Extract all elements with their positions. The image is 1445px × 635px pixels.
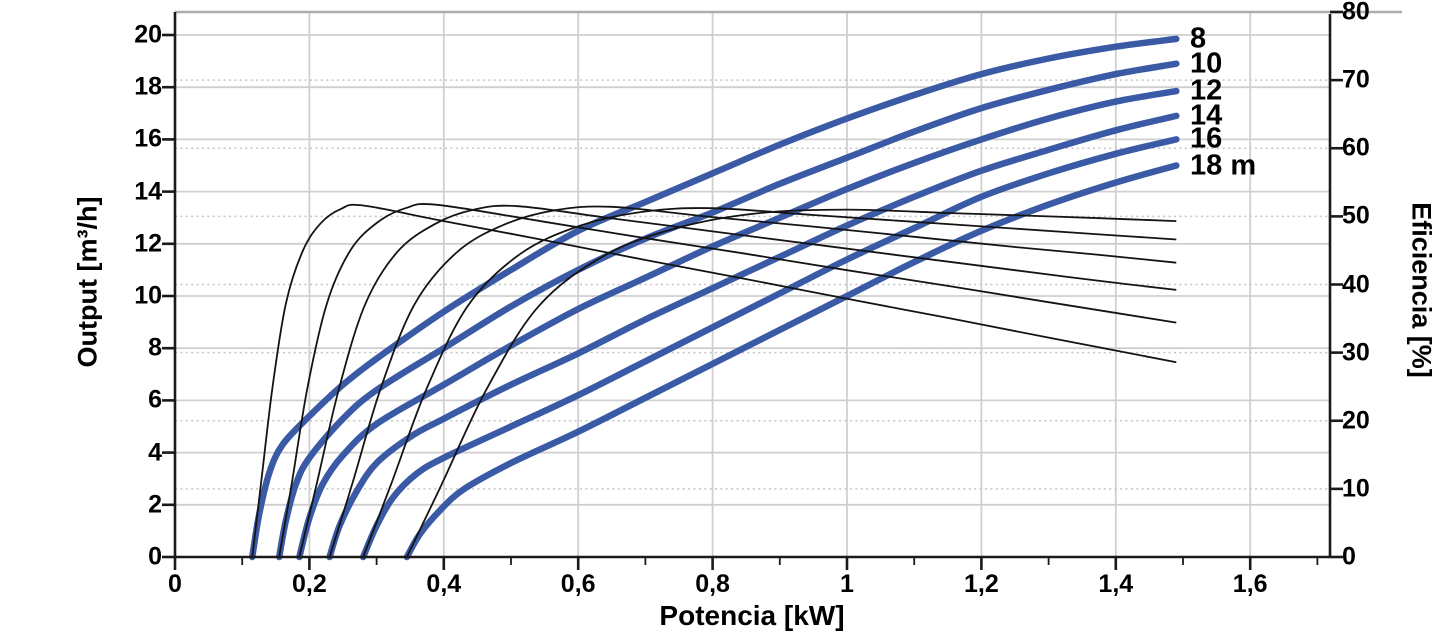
output-curve-12 <box>296 87 1180 561</box>
output-curve-8 <box>249 35 1180 561</box>
output-curve-14 <box>326 112 1180 561</box>
efficiency-curve-10 <box>278 203 1177 558</box>
output-curve-10 <box>275 60 1180 561</box>
output-curve-18 <box>403 162 1180 561</box>
efficiency-curve-8 <box>251 203 1177 558</box>
x-axis-title: Potencia [kW] <box>659 600 845 631</box>
output-curve-16 <box>359 136 1180 561</box>
y-axis-left-title: Output [m³/h] <box>72 196 103 368</box>
efficiency-curve-12 <box>298 204 1177 558</box>
y-axis-right-title: Eficiencia [%] <box>1406 202 1437 378</box>
efficiency-curve-16 <box>362 207 1177 558</box>
efficiency-curve-18 <box>406 208 1177 558</box>
efficiency-curve-14 <box>328 205 1177 558</box>
